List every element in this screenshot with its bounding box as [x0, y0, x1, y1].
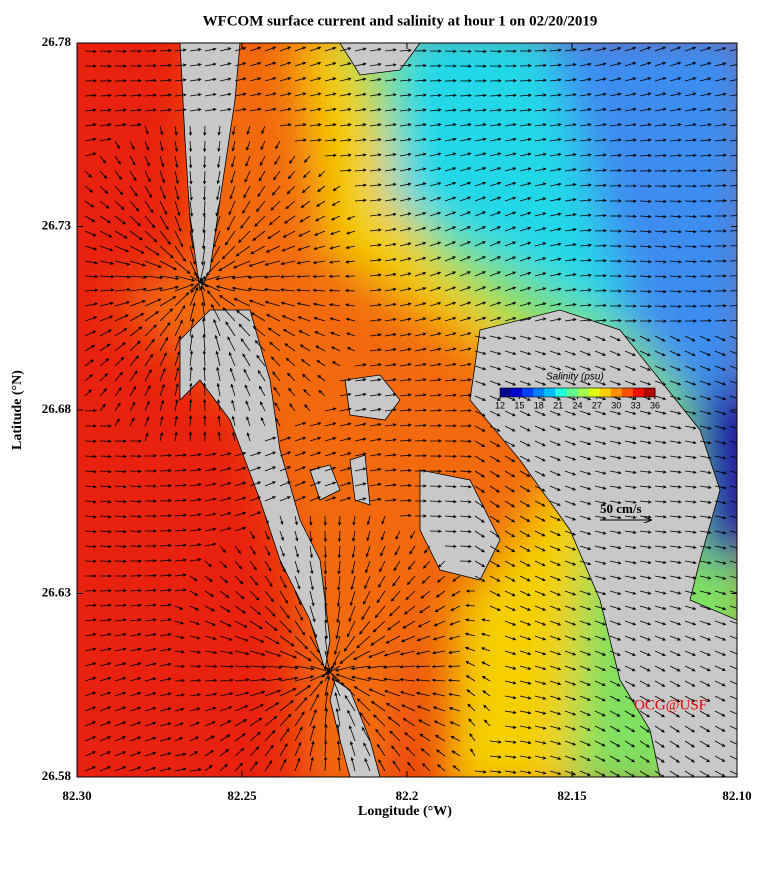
colorbar-swatch — [643, 388, 656, 397]
colorbar-swatch — [588, 388, 601, 397]
colorbar-tick-label: 12 — [495, 400, 505, 410]
x-tick-label: 82.15 — [557, 788, 587, 803]
colorbar-tick-label: 15 — [514, 400, 524, 410]
title: WFCOM surface current and salinity at ho… — [203, 13, 598, 29]
colorbar-swatch — [632, 388, 645, 397]
y-tick-label: 26.73 — [42, 217, 72, 232]
y-tick-label: 26.68 — [42, 401, 72, 416]
colorbar-swatch — [621, 388, 634, 397]
colorbar-label: Salinity (psu) — [546, 372, 604, 383]
y-axis-label: Latitude (°N) — [10, 370, 25, 450]
colorbar-swatch — [544, 388, 556, 397]
colorbar-tick-label: 27 — [592, 400, 602, 410]
y-tick-label: 26.63 — [42, 584, 72, 599]
scale-label: 50 cm/s — [600, 501, 642, 516]
colorbar-swatch — [610, 388, 623, 397]
colorbar-swatch — [522, 388, 534, 397]
colorbar-tick-label: 30 — [611, 400, 621, 410]
colorbar: 12 15 18 21 24 27 30 33 36 — [495, 387, 660, 410]
y-tick-label: 26.58 — [42, 768, 72, 783]
x-tick-label: 82.25 — [227, 788, 257, 803]
x-tick-label: 82.30 — [62, 788, 91, 803]
current-vectors — [84, 46, 737, 777]
colorbar-tick-label: 33 — [631, 400, 641, 410]
x-tick-label: 82.10 — [722, 788, 751, 803]
colorbar-tick-label: 18 — [534, 400, 544, 410]
x-tick-label: 82.2 — [396, 788, 419, 803]
colorbar-swatch — [566, 388, 578, 397]
colorbar-swatch — [577, 388, 590, 397]
colorbar-swatch — [533, 388, 545, 397]
colorbar-swatch — [555, 388, 567, 397]
y-tick-label: 26.78 — [42, 34, 72, 49]
credit: OCG@USF — [634, 697, 707, 713]
colorbar-swatch — [599, 388, 612, 397]
colorbar-tick-label: 21 — [553, 400, 563, 410]
colorbar-tick-label: 36 — [650, 400, 660, 410]
colorbar-tick-label: 24 — [572, 400, 582, 410]
colorbar-swatch — [511, 388, 523, 397]
x-axis-label: Longitude (°W) — [358, 804, 452, 819]
colorbar-swatch — [500, 388, 512, 397]
